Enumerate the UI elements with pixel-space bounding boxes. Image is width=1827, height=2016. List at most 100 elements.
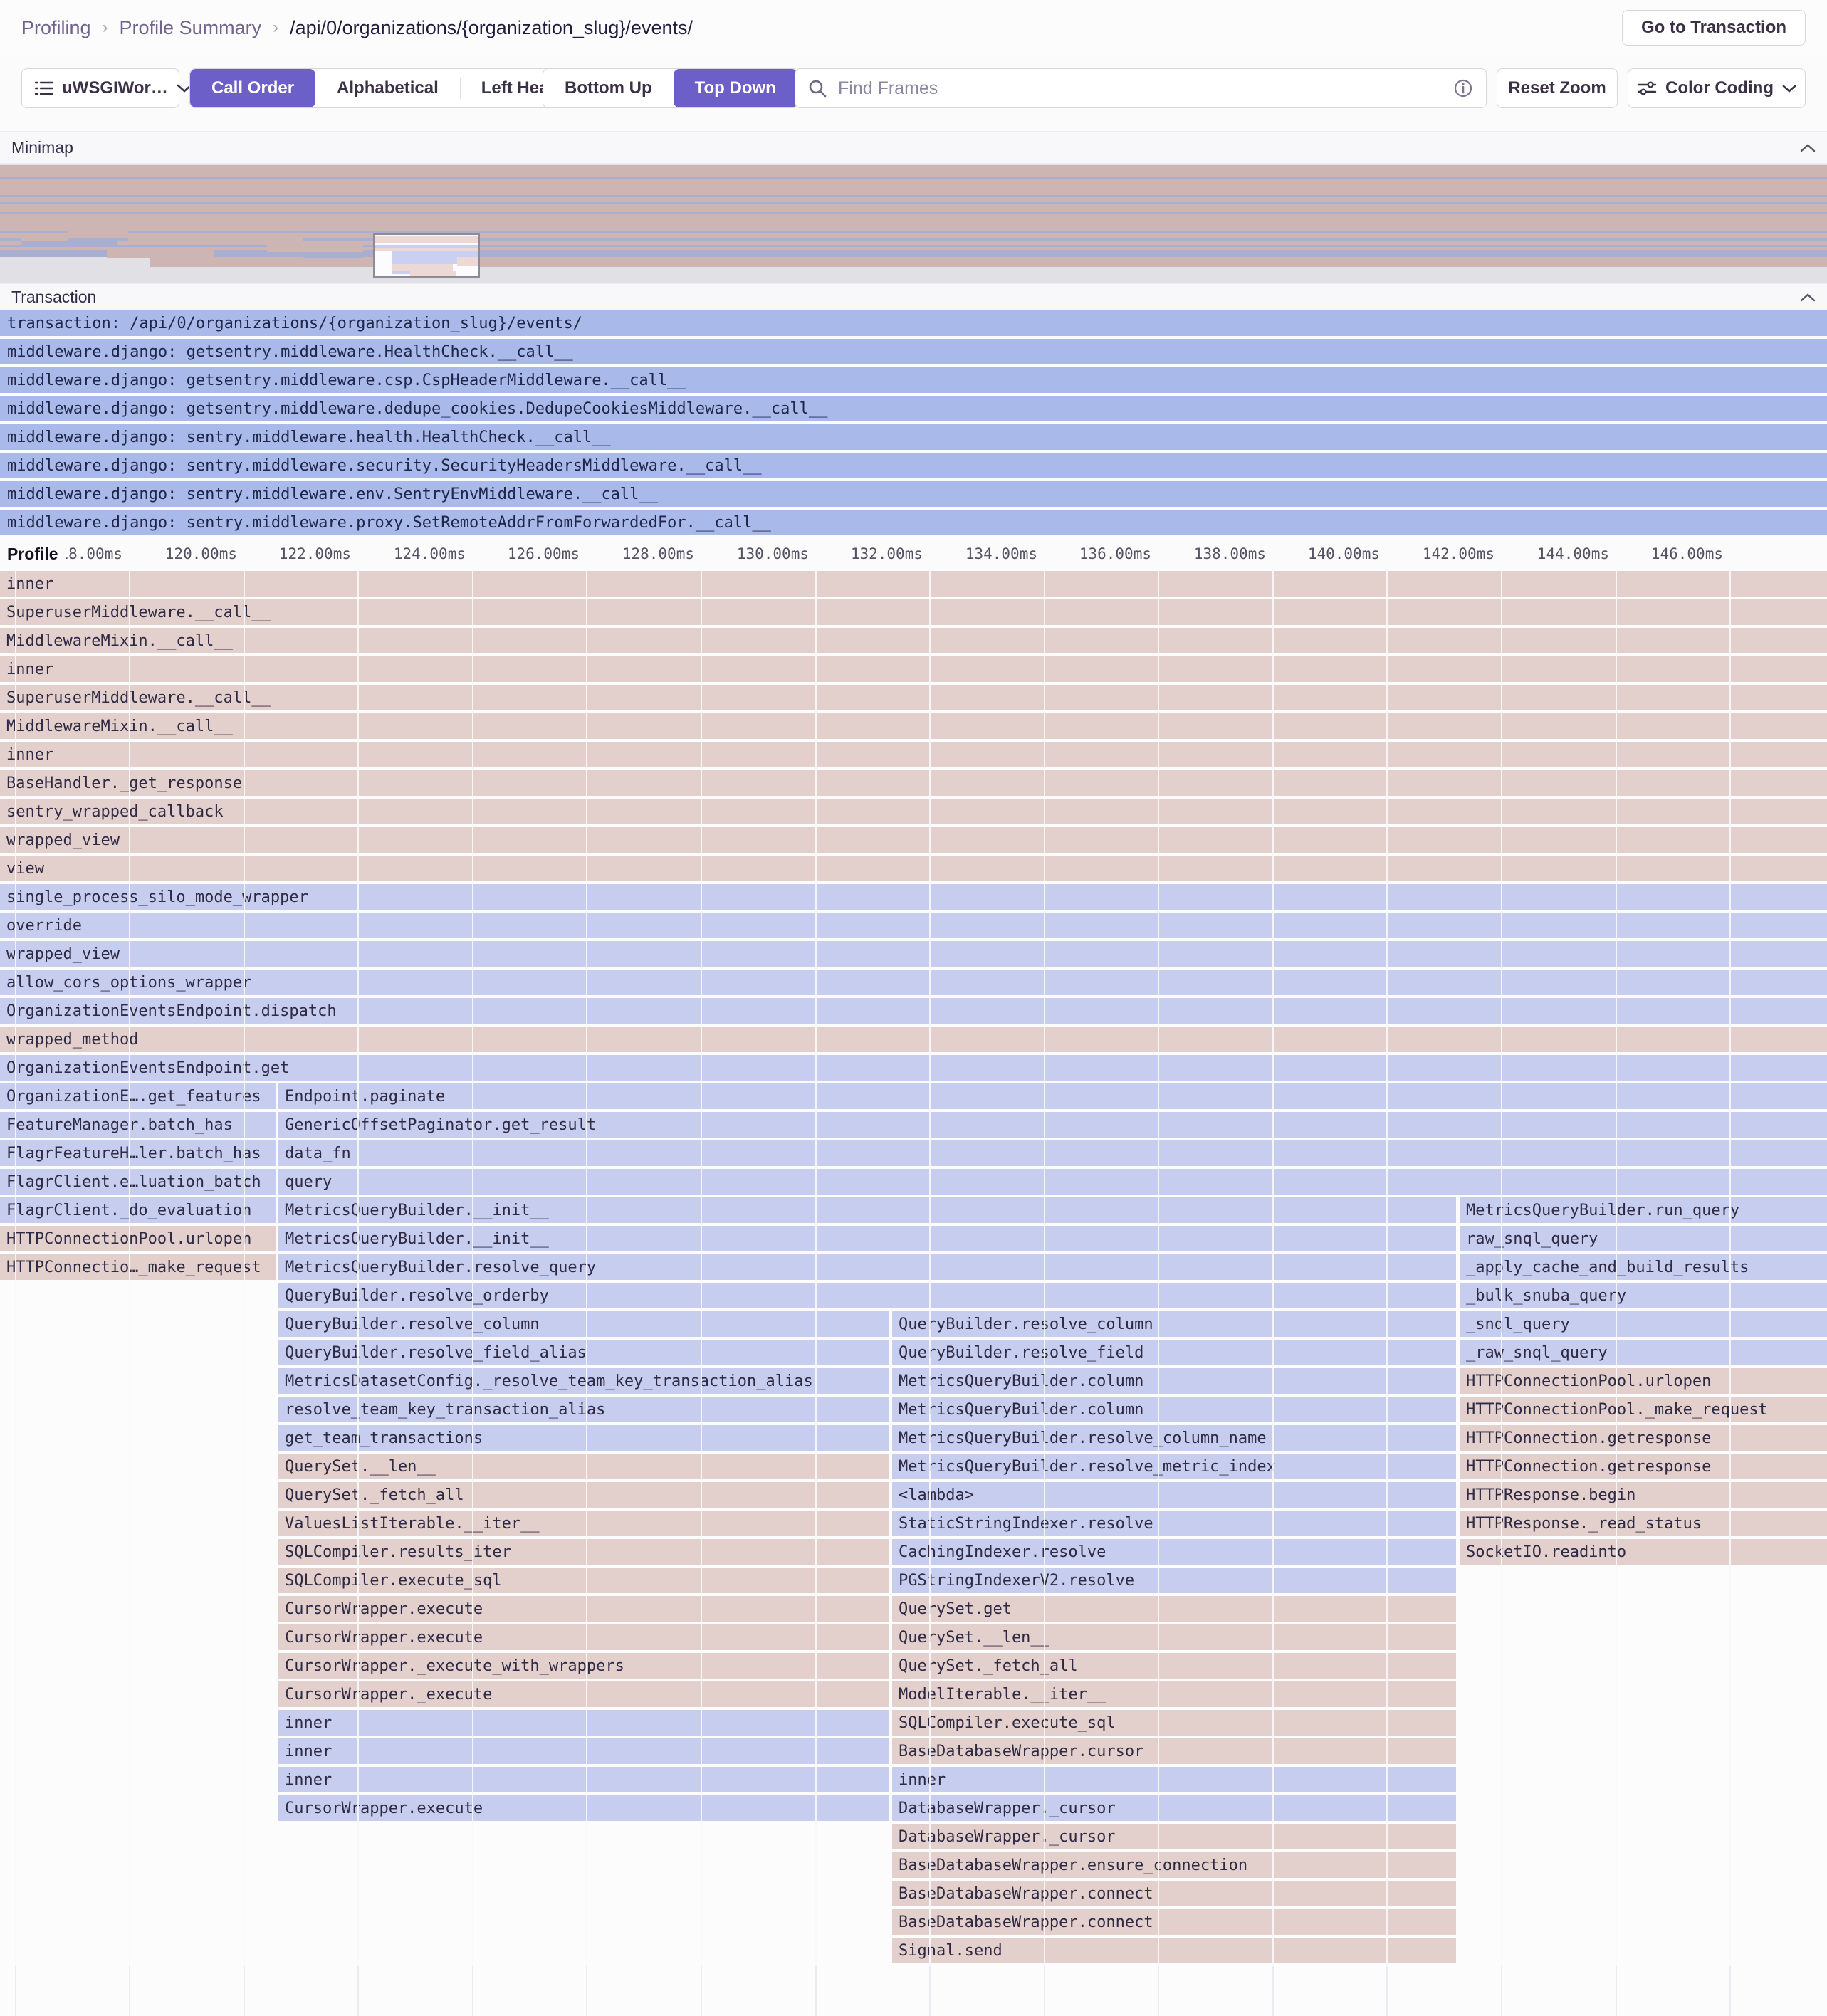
flame-frame[interactable]: SQLCompiler.results_iter xyxy=(278,1539,889,1565)
flame-frame[interactable]: SuperuserMiddleware.__call__ xyxy=(0,685,1827,710)
flame-frame[interactable]: wrapped_method xyxy=(0,1027,1827,1052)
flame-frame[interactable]: MetricsDatasetConfig._resolve_team_key_t… xyxy=(278,1368,889,1394)
flame-frame[interactable]: FlagrFeatureH…ler.batch_has xyxy=(0,1140,276,1166)
transaction-middleware-span[interactable]: middleware.django: getsentry.middleware.… xyxy=(0,339,1827,364)
flame-frame[interactable]: inner xyxy=(278,1767,889,1792)
flame-frame[interactable]: raw_snql_query xyxy=(1460,1226,1827,1251)
flame-frame[interactable]: single_process_silo_mode_wrapper xyxy=(0,884,1827,910)
flame-frame[interactable]: OrganizationEventsEndpoint.dispatch xyxy=(0,998,1827,1024)
flame-frame[interactable]: HTTPConnection.getresponse xyxy=(1460,1454,1827,1479)
flame-frame[interactable]: FeatureManager.batch_has xyxy=(0,1112,276,1138)
flame-frame[interactable]: SuperuserMiddleware.__call__ xyxy=(0,599,1827,625)
flame-frame[interactable]: inner xyxy=(0,742,1827,767)
go-to-transaction-button[interactable]: Go to Transaction xyxy=(1621,10,1806,46)
flame-frame[interactable]: ModelIterable.__iter__ xyxy=(892,1681,1456,1707)
breadcrumb-profiling[interactable]: Profiling xyxy=(21,16,91,38)
breadcrumb-profile-summary[interactable]: Profile Summary xyxy=(119,16,262,38)
flame-frame[interactable]: QuerySet.get xyxy=(892,1596,1456,1622)
reset-zoom-button[interactable]: Reset Zoom xyxy=(1497,68,1618,108)
flame-frame[interactable]: QuerySet.__len__ xyxy=(278,1454,889,1479)
flame-frame[interactable]: QueryBuilder.resolve_column xyxy=(278,1311,889,1337)
flame-frame[interactable]: DatabaseWrapper._cursor xyxy=(892,1795,1456,1821)
flame-frame[interactable]: <lambda> xyxy=(892,1482,1456,1508)
flame-frame[interactable]: CachingIndexer.resolve xyxy=(892,1539,1456,1565)
transaction-root-span[interactable]: transaction: /api/0/organizations/{organ… xyxy=(0,310,1827,336)
flame-frame[interactable]: sentry_wrapped_callback xyxy=(0,799,1827,824)
flame-frame[interactable]: QuerySet._fetch_all xyxy=(892,1653,1456,1679)
flame-frame[interactable]: OrganizationEventsEndpoint.get xyxy=(0,1055,1827,1081)
flame-frame[interactable]: SQLCompiler.execute_sql xyxy=(278,1568,889,1593)
flame-frame[interactable]: Signal.send xyxy=(892,1938,1456,1963)
flame-frame[interactable]: BaseDatabaseWrapper.cursor xyxy=(892,1738,1456,1764)
flame-frame[interactable]: override xyxy=(0,913,1827,938)
flame-frame[interactable]: HTTPConnectionPool.urlopen xyxy=(1460,1368,1827,1394)
flame-frame[interactable]: _bulk_snuba_query xyxy=(1460,1283,1827,1308)
direction-option-top-down[interactable]: Top Down xyxy=(673,69,797,107)
flame-frame[interactable]: data_fn xyxy=(278,1140,1827,1166)
flame-frame[interactable]: CursorWrapper.execute xyxy=(278,1624,889,1650)
sort-option-call-order[interactable]: Call Order xyxy=(190,69,316,107)
flame-frame[interactable]: MetricsQueryBuilder.__init__ xyxy=(278,1197,1456,1223)
flamegraph[interactable]: inner SuperuserMiddleware.__call__ Middlew… xyxy=(0,569,1827,2016)
flame-frame[interactable]: SQLCompiler.execute_sql xyxy=(892,1710,1456,1736)
collapse-chevron-up-icon[interactable] xyxy=(1800,143,1816,152)
find-frames-search[interactable] xyxy=(795,68,1487,108)
flame-frame[interactable]: wrapped_view xyxy=(0,941,1827,967)
flame-frame[interactable]: CursorWrapper._execute xyxy=(278,1681,889,1707)
flame-frame[interactable]: BaseHandler._get_response xyxy=(0,770,1827,796)
flame-frame[interactable]: OrganizationE….get_features xyxy=(0,1083,276,1109)
flame-frame[interactable]: inner xyxy=(278,1710,889,1736)
transaction-middleware-span[interactable]: middleware.django: sentry.middleware.pro… xyxy=(0,510,1827,535)
flame-frame[interactable]: QueryBuilder.resolve_column xyxy=(892,1311,1456,1337)
flame-frame[interactable]: _apply_cache_and_build_results xyxy=(1460,1254,1827,1280)
flame-frame[interactable]: QuerySet.__len__ xyxy=(892,1624,1456,1650)
flame-frame[interactable]: QueryBuilder.resolve_orderby xyxy=(278,1283,1456,1308)
flame-frame[interactable]: get_team_transactions xyxy=(278,1425,889,1451)
thread-selector[interactable]: uWSGIWor… xyxy=(21,68,192,108)
transaction-middleware-span[interactable]: middleware.django: getsentry.middleware.… xyxy=(0,367,1827,393)
direction-option-bottom-up[interactable]: Bottom Up xyxy=(543,69,674,107)
flame-frame[interactable]: view xyxy=(0,856,1827,881)
flame-frame[interactable]: inner xyxy=(0,571,1827,597)
collapse-chevron-up-icon[interactable] xyxy=(1800,293,1816,302)
transaction-middleware-span[interactable]: middleware.django: sentry.middleware.env… xyxy=(0,481,1827,507)
flame-frame[interactable]: QuerySet._fetch_all xyxy=(278,1482,889,1508)
flame-frame[interactable]: inner xyxy=(0,656,1827,682)
flame-frame[interactable]: MetricsQueryBuilder.resolve_query xyxy=(278,1254,1456,1280)
color-coding-dropdown[interactable]: Color Coding xyxy=(1628,68,1806,108)
flame-frame[interactable]: MetricsQueryBuilder.run_query xyxy=(1460,1197,1827,1223)
flame-frame[interactable]: MiddlewareMixin.__call__ xyxy=(0,713,1827,739)
flame-frame[interactable]: MetricsQueryBuilder.resolve_column_name xyxy=(892,1425,1456,1451)
flame-frame[interactable]: _snql_query xyxy=(1460,1311,1827,1337)
info-icon[interactable] xyxy=(1453,78,1473,98)
flame-frame[interactable]: GenericOffsetPaginator.get_result xyxy=(278,1112,1827,1138)
flame-frame[interactable]: FlagrClient._do_evaluation xyxy=(0,1197,276,1223)
flame-frame[interactable]: HTTPResponse.begin xyxy=(1460,1482,1827,1508)
flame-frame[interactable]: MetricsQueryBuilder.column xyxy=(892,1368,1456,1394)
flame-frame[interactable]: CursorWrapper.execute xyxy=(278,1596,889,1622)
transaction-middleware-span[interactable]: middleware.django: getsentry.middleware.… xyxy=(0,396,1827,421)
flame-frame[interactable]: BaseDatabaseWrapper.connect xyxy=(892,1909,1456,1935)
flame-frame[interactable]: HTTPConnectionPool.urlopen xyxy=(0,1226,276,1251)
search-input[interactable] xyxy=(837,77,1443,100)
transaction-middleware-span[interactable]: middleware.django: sentry.middleware.hea… xyxy=(0,424,1827,450)
flame-frame[interactable]: query xyxy=(278,1169,1827,1195)
flame-frame[interactable]: ValuesListIterable.__iter__ xyxy=(278,1511,889,1536)
flame-frame[interactable]: inner xyxy=(892,1767,1456,1792)
flame-frame[interactable]: inner xyxy=(278,1738,889,1764)
flame-frame[interactable]: MetricsQueryBuilder.__init__ xyxy=(278,1226,1456,1251)
flame-frame[interactable]: DatabaseWrapper._cursor xyxy=(892,1824,1456,1849)
flame-frame[interactable]: CursorWrapper.execute xyxy=(278,1795,889,1821)
flame-frame[interactable]: QueryBuilder.resolve_field_alias xyxy=(278,1340,889,1365)
minimap[interactable] xyxy=(0,164,1827,283)
flame-frame[interactable]: Endpoint.paginate xyxy=(278,1083,1827,1109)
flame-frame[interactable]: StaticStringIndexer.resolve xyxy=(892,1511,1456,1536)
flame-frame[interactable]: HTTPConnectio…_make_request xyxy=(0,1254,276,1280)
flame-frame[interactable]: resolve_team_key_transaction_alias xyxy=(278,1397,889,1422)
flame-frame[interactable]: MetricsQueryBuilder.resolve_metric_index xyxy=(892,1454,1456,1479)
flame-frame[interactable]: QueryBuilder.resolve_field xyxy=(892,1340,1456,1365)
flame-frame[interactable]: BaseDatabaseWrapper.ensure_connection xyxy=(892,1852,1456,1878)
flame-frame[interactable]: MiddlewareMixin.__call__ xyxy=(0,628,1827,653)
flame-frame[interactable]: BaseDatabaseWrapper.connect xyxy=(892,1881,1456,1906)
flame-frame[interactable]: CursorWrapper._execute_with_wrappers xyxy=(278,1653,889,1679)
